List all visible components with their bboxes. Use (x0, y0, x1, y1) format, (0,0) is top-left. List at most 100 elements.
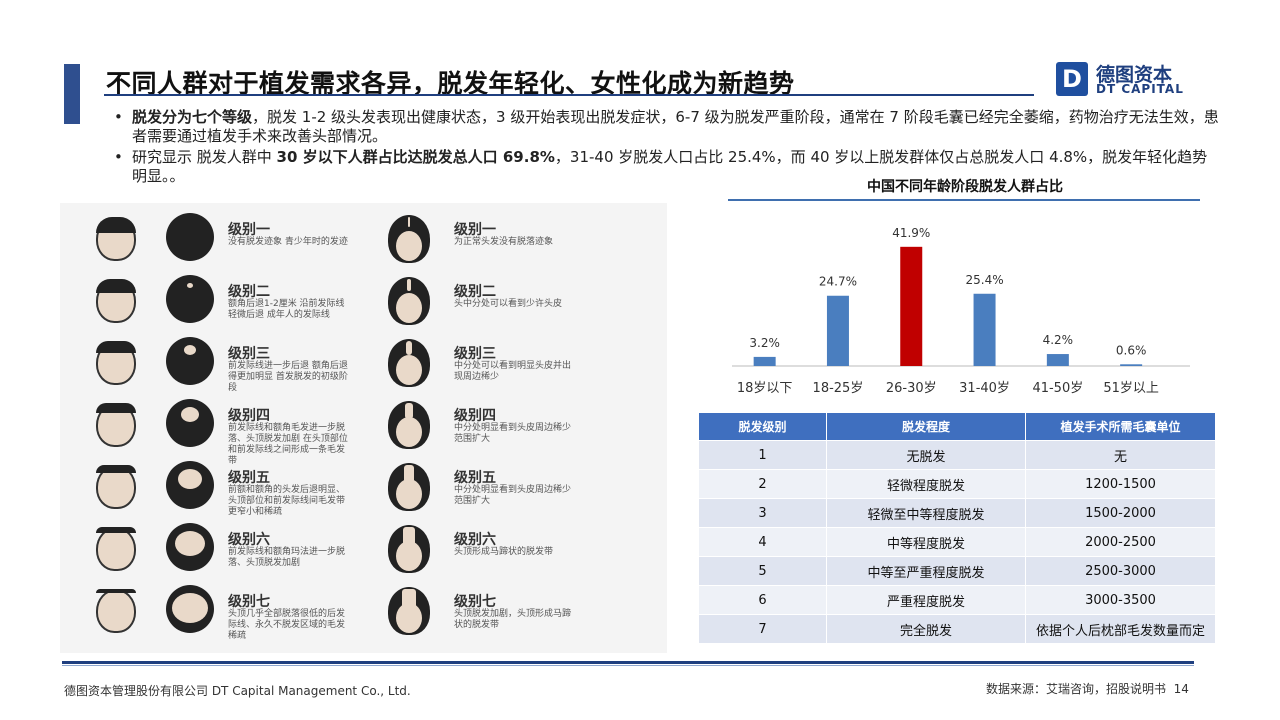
table-cell: 依据个人后枕部毛发数量而定 (1025, 614, 1216, 644)
bar (1120, 364, 1143, 366)
x-tick-label: 26-30岁 (886, 381, 937, 396)
table-cell: 7 (698, 614, 827, 644)
company-logo: D 德图资本 DT CAPITAL (1056, 62, 1216, 98)
grade-title: 级别五 (228, 470, 270, 486)
footer-rule (62, 661, 1194, 664)
chart-title-underline (728, 199, 1200, 201)
page-number: 14 (1173, 682, 1189, 696)
bullet-dot-icon: • (114, 148, 123, 166)
grade-row-male: 级别二 额角后退1-2厘米 沿前发际线轻微后退 成年人的发际线 (60, 275, 360, 337)
table-header-cell: 脱发级别 (698, 412, 827, 441)
female-face-icon (396, 355, 422, 385)
table-row: 7 完全脱发 依据个人后枕部毛发数量而定 (698, 614, 1216, 644)
table-row: 5 中等至严重程度脱发 2500-3000 (698, 556, 1216, 586)
grade-title: 级别四 (454, 408, 496, 424)
title-accent-bar (64, 64, 80, 124)
bullet-bold-text: 30 岁以下人群占比达脱发总人口 69.8% (276, 148, 555, 166)
male-hair-icon (96, 279, 136, 293)
table-header-cell: 植发手术所需毛囊单位 (1025, 412, 1216, 441)
female-part-icon (404, 465, 414, 483)
grade-title: 级别六 (454, 532, 496, 548)
logo-mark-icon: D (1056, 62, 1088, 96)
grade-desc: 前额和额角的头发后退明显、头顶部位和前发际线间毛发带更窄小和稀疏 (228, 485, 346, 517)
grade-row-male: 级别四 前发际线和额角毛发进一步脱落、头顶脱发加剧 在头顶部位和前发际线之间形成一… (60, 399, 360, 466)
table-cell: 1500-2000 (1025, 498, 1216, 528)
grade-desc: 中分处可以看到明显头皮并出现周边稀少 (454, 361, 572, 382)
bullet-list: • 脱发分为七个等级，脱发 1-2 级头发表现出健康状态，3 级开始表现出脱发症… (112, 108, 1222, 188)
bullet-item: • 研究显示 脱发人群中 30 岁以下人群占比达脱发总人口 69.8%，31-4… (112, 148, 1222, 186)
footer-company: 德图资本管理股份有限公司 DT Capital Management Co., … (64, 684, 411, 698)
male-bald-spot-icon (175, 531, 205, 556)
grade-row-male: 级别五 前额和额角的头发后退明显、头顶部位和前发际线间毛发带更窄小和稀疏 (60, 461, 360, 523)
bullet-bold-text: 脱发分为七个等级 (132, 108, 253, 126)
table-cell: 中等至严重程度脱发 (826, 556, 1026, 586)
grade-title: 级别七 (454, 594, 496, 610)
male-profile-head-icon (96, 589, 136, 633)
grade-title: 级别三 (454, 346, 496, 362)
male-hair-icon (96, 589, 136, 593)
grade-desc: 头顶形成马蹄状的脱发带 (454, 547, 554, 557)
x-tick-label: 51岁以上 (1103, 381, 1159, 396)
chart-title: 中国不同年龄阶段脱发人群占比 (867, 179, 1063, 195)
table-cell: 轻微至中等程度脱发 (826, 498, 1026, 528)
grade-desc: 没有脱发迹象 青少年时的发迹 (228, 237, 348, 247)
male-hair-icon (96, 465, 136, 473)
table-cell: 6 (698, 585, 827, 615)
table-row: 3 轻微至中等程度脱发 1500-2000 (698, 498, 1216, 528)
grade-row-male: 级别七 头顶几乎全部脱落很低的后发际线、永久不脱发区域的毛发稀疏 (60, 585, 360, 647)
table-cell: 无 (1025, 440, 1216, 470)
grade-row-female: 级别三 中分处可以看到明显头皮并出现周边稀少 (378, 337, 678, 399)
male-top-hair-icon (166, 213, 214, 261)
grade-row-female: 级别六 头顶形成马蹄状的脱发带 (378, 523, 678, 585)
x-tick-label: 31-40岁 (959, 381, 1010, 396)
footer-source: 数据来源：艾瑞咨询，招股说明书 14 (986, 680, 1189, 697)
footer-rule-thin (62, 665, 1194, 666)
female-face-icon (396, 479, 422, 509)
grade-desc: 头顶几乎全部脱落很低的后发际线、永久不脱发区域的毛发稀疏 (228, 609, 346, 641)
grade-title: 级别四 (228, 408, 270, 424)
table-cell: 1 (698, 440, 827, 470)
male-hair-icon (96, 403, 136, 413)
grade-title: 级别六 (228, 532, 270, 548)
male-hair-icon (96, 341, 136, 353)
female-face-icon (396, 231, 422, 261)
age-bar-chart: 3.2% 18岁以下 24.7% 18-25岁 41.9% 26-30岁 25.4% 31-4… (732, 226, 1190, 396)
grade-row-male: 级别六 前发际线和额角玛法进一步脱落、头顶脱发加剧 (60, 523, 360, 585)
female-part-icon (403, 527, 415, 547)
data-label: 4.2% (1043, 333, 1074, 347)
grade-desc: 前发际线和额角玛法进一步脱落、头顶脱发加剧 (228, 547, 346, 568)
x-tick-label: 18-25岁 (813, 381, 864, 396)
bullet-text: ，脱发 1-2 级头发表现出健康状态，3 级开始表现出脱发症状，6-7 级为脱发… (132, 108, 1219, 145)
grade-title: 级别七 (228, 594, 270, 610)
grade-title: 级别一 (228, 222, 270, 238)
bullet-dot-icon: • (114, 108, 123, 126)
data-label: 25.4% (965, 273, 1003, 287)
data-label: 41.9% (892, 226, 930, 240)
male-bald-spot-icon (172, 593, 208, 623)
female-part-icon (406, 341, 412, 355)
footer-source-text: 数据来源：艾瑞咨询，招股说明书 (986, 682, 1167, 696)
male-bald-spot-icon (184, 345, 196, 355)
table-cell: 2500-3000 (1025, 556, 1216, 586)
x-tick-label: 18岁以下 (737, 381, 793, 396)
grade-row-male: 级别三 前发际线进一步后退 额角后退得更加明显 首发脱发的初级阶段 (60, 337, 360, 399)
bullet-text: ，31-40 岁脱发人口占比 25.4%，而 40 岁以上脱发群体仅占总脱发人口… (132, 148, 1208, 185)
data-label: 24.7% (819, 275, 857, 289)
table-row: 4 中等程度脱发 2000-2500 (698, 527, 1216, 557)
grade-row-female: 级别一 为正常头发没有脱落迹象 (378, 213, 678, 275)
grade-title: 级别五 (454, 470, 496, 486)
male-bald-spot-icon (178, 469, 202, 489)
table-cell: 3 (698, 498, 827, 528)
bar (973, 293, 996, 366)
table-cell: 2 (698, 469, 827, 499)
grade-desc: 中分处明显看到头皮周边稀少范围扩大 (454, 485, 572, 506)
grade-title: 级别一 (454, 222, 496, 238)
hair-loss-grades-illustration: 级别一 没有脱发迹象 青少年时的发迹 级别一 为正常头发没有脱落迹象 级别二 额角后退1-… (60, 203, 667, 653)
table-cell: 5 (698, 556, 827, 586)
table-cell: 轻微程度脱发 (826, 469, 1026, 499)
data-label: 3.2% (749, 336, 780, 350)
female-face-icon (396, 293, 422, 323)
table-cell: 3000-3500 (1025, 585, 1216, 615)
table-row: 6 严重程度脱发 3000-3500 (698, 585, 1216, 615)
female-face-icon (396, 417, 422, 447)
